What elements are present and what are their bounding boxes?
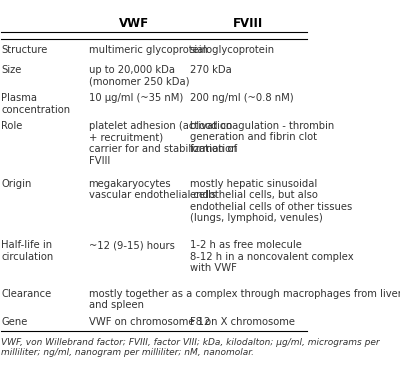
Text: Gene: Gene	[1, 317, 28, 327]
Text: Plasma
concentration: Plasma concentration	[1, 93, 70, 115]
Text: F8 on X chromosome: F8 on X chromosome	[190, 317, 294, 327]
Text: Clearance: Clearance	[1, 289, 52, 299]
Text: VWF: VWF	[120, 17, 150, 30]
Text: Structure: Structure	[1, 45, 48, 55]
Text: mostly together as a complex through macrophages from liver
and spleen: mostly together as a complex through mac…	[88, 289, 400, 310]
Text: platelet adhesion (activation
+ recruitment)
carrier for and stabilization of
FV: platelet adhesion (activation + recruitm…	[88, 121, 237, 166]
Text: VWF on chromosome 12: VWF on chromosome 12	[88, 317, 210, 327]
Text: Size: Size	[1, 65, 22, 75]
Text: Half-life in
circulation: Half-life in circulation	[1, 240, 54, 262]
Text: multimeric glycoprotein: multimeric glycoprotein	[88, 45, 208, 55]
Text: sialoglycoprotein: sialoglycoprotein	[190, 45, 275, 55]
Text: Origin: Origin	[1, 179, 32, 189]
Text: VWF, von Willebrand factor; FVIII, factor VIII; kDa, kilodalton; μg/ml, microgra: VWF, von Willebrand factor; FVIII, facto…	[1, 338, 380, 357]
Text: mostly hepatic sinusoidal
endothelial cells, but also
endothelial cells of other: mostly hepatic sinusoidal endothelial ce…	[190, 179, 352, 224]
Text: FVIII: FVIII	[232, 17, 263, 30]
Text: 10 μg/ml (~35 nM): 10 μg/ml (~35 nM)	[88, 93, 183, 103]
Text: 1-2 h as free molecule
8-12 h in a noncovalent complex
with VWF: 1-2 h as free molecule 8-12 h in a nonco…	[190, 240, 353, 273]
Text: ~12 (9-15) hours: ~12 (9-15) hours	[88, 240, 174, 250]
Text: Role: Role	[1, 121, 23, 131]
Text: up to 20,000 kDa
(monomer 250 kDa): up to 20,000 kDa (monomer 250 kDa)	[88, 65, 189, 86]
Text: blood coagulation - thrombin
generation and fibrin clot
formation: blood coagulation - thrombin generation …	[190, 121, 334, 154]
Text: megakaryocytes
vascular endothelial cells: megakaryocytes vascular endothelial cell…	[88, 179, 216, 200]
Text: 200 ng/ml (~0.8 nM): 200 ng/ml (~0.8 nM)	[190, 93, 293, 103]
Text: 270 kDa: 270 kDa	[190, 65, 231, 75]
